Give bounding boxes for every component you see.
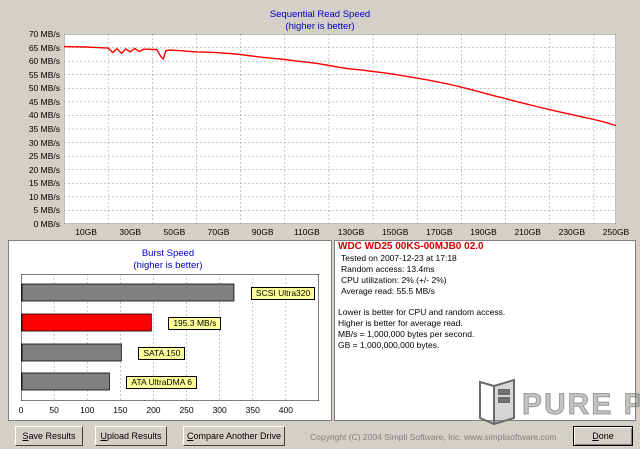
sequential-x-tick-label: 110GB bbox=[293, 227, 320, 237]
burst-bar-label: ATA UltraDMA 6 bbox=[126, 376, 198, 389]
sequential-y-tick-label: 40 MB/s bbox=[28, 110, 60, 121]
done-label: one bbox=[598, 431, 614, 441]
sequential-x-tick-label: 250GB bbox=[602, 227, 630, 237]
sequential-x-tick-label: 150GB bbox=[381, 227, 409, 237]
sequential-y-tick-label: 15 MB/s bbox=[28, 178, 60, 189]
sequential-x-tick-label: 90GB bbox=[251, 227, 274, 237]
sequential-x-tick-label: 210GB bbox=[514, 227, 541, 237]
burst-chart-title-text: Burst Speed bbox=[141, 248, 195, 259]
note-mbps-definition: MB/s = 1,000,000 bytes per second. bbox=[338, 329, 475, 339]
save-results-button[interactable]: Save Results bbox=[15, 426, 83, 446]
copyright-text: Copyright (C) 2004 Simpli Software, Inc.… bbox=[310, 432, 557, 442]
burst-chart-subtitle: (higher is better) bbox=[133, 260, 203, 271]
burst-x-tick-label: 300 bbox=[212, 405, 227, 415]
cpu-utilization: CPU utilization: 2% (+/- 2%) bbox=[341, 275, 447, 285]
compare-label: ompare Another Drive bbox=[193, 431, 282, 441]
burst-chart-title: Burst Speed (higher is better) bbox=[18, 248, 318, 272]
sequential-chart-title: Sequential Read Speed (higher is better) bbox=[0, 9, 640, 33]
burst-x-tick-label: 350 bbox=[245, 405, 260, 415]
sequential-read-series-line bbox=[64, 45, 616, 127]
burst-bar bbox=[21, 313, 152, 332]
sequential-y-tick-label: 20 MB/s bbox=[28, 164, 60, 175]
tested-on: Tested on 2007-12-23 at 17:18 bbox=[341, 253, 457, 263]
burst-bar-label: 195.3 MB/s bbox=[168, 317, 222, 330]
compare-another-drive-button[interactable]: Compare Another Drive bbox=[183, 426, 285, 446]
watermark-text: PURE PC bbox=[522, 388, 640, 421]
sequential-y-tick-label: 65 MB/s bbox=[28, 42, 60, 53]
burst-bar-label: SATA 150 bbox=[138, 347, 186, 360]
burst-bar bbox=[21, 343, 122, 362]
sequential-x-tick-label: 190GB bbox=[470, 227, 497, 237]
save-results-label: ave Results bbox=[28, 431, 76, 441]
sequential-read-chart bbox=[64, 34, 616, 224]
sequential-x-tick-label: 30GB bbox=[119, 227, 142, 237]
burst-x-tick-label: 0 bbox=[18, 405, 24, 415]
upload-results-button[interactable]: Upload Results bbox=[95, 426, 167, 446]
sequential-chart-subtitle: (higher is better) bbox=[285, 21, 355, 32]
sequential-y-tick-label: 55 MB/s bbox=[28, 69, 60, 80]
sequential-y-tick-label: 60 MB/s bbox=[28, 56, 60, 67]
sequential-y-tick-label: 45 MB/s bbox=[28, 96, 60, 107]
burst-bar bbox=[21, 372, 110, 391]
sequential-y-tick-label: 25 MB/s bbox=[28, 151, 60, 162]
done-button[interactable]: Done bbox=[573, 426, 633, 446]
sequential-chart-title-text: Sequential Read Speed bbox=[269, 9, 371, 20]
sequential-x-tick-label: 70GB bbox=[207, 227, 230, 237]
burst-x-tick-label: 100 bbox=[80, 405, 95, 415]
sequential-y-tick-label: 10 MB/s bbox=[28, 191, 60, 202]
sequential-y-tick-label: 50 MB/s bbox=[28, 83, 60, 94]
sequential-y-tick-label: 70 MB/s bbox=[28, 29, 60, 39]
burst-x-tick-label: 50 bbox=[49, 405, 59, 415]
note-gb-definition: GB = 1,000,000,000 bytes. bbox=[338, 340, 440, 350]
burst-x-tick-label: 200 bbox=[146, 405, 161, 415]
note-lower-better: Lower is better for CPU and random acces… bbox=[338, 307, 506, 317]
upload-results-accelerator: U bbox=[100, 431, 107, 441]
sequential-y-tick-label: 30 MB/s bbox=[28, 137, 60, 148]
sequential-y-tick-label: 0 MB/s bbox=[33, 219, 60, 229]
burst-bar-label: SCSI Ultra320 bbox=[250, 287, 316, 300]
save-results-accelerator: S bbox=[22, 431, 29, 441]
burst-x-tick-label: 400 bbox=[278, 405, 293, 415]
drive-name: WDC WD25 00KS-00MJB0 02.0 bbox=[338, 241, 484, 252]
burst-bar bbox=[21, 283, 235, 302]
sequential-y-tick-label: 35 MB/s bbox=[28, 124, 60, 134]
done-accelerator: D bbox=[592, 431, 599, 441]
upload-results-label: pload Results bbox=[106, 431, 162, 441]
sequential-x-tick-label: 10GB bbox=[75, 227, 97, 237]
average-read: Average read: 55.5 MB/s bbox=[341, 286, 435, 296]
random-access: Random access: 13.4ms bbox=[341, 264, 435, 274]
pure-pc-watermark: PURE PC bbox=[479, 378, 640, 426]
sequential-x-tick-label: 170GB bbox=[426, 227, 453, 237]
sequential-grid bbox=[64, 34, 616, 224]
compare-accelerator: C bbox=[186, 431, 194, 441]
burst-x-tick-label: 250 bbox=[179, 405, 194, 415]
sequential-x-tick-label: 50GB bbox=[163, 227, 186, 237]
pc-case-logo-icon bbox=[479, 378, 515, 426]
note-higher-better: Higher is better for average read. bbox=[338, 318, 463, 328]
sequential-y-tick-label: 5 MB/s bbox=[33, 205, 60, 216]
sequential-x-tick-label: 230GB bbox=[558, 227, 586, 237]
sequential-x-tick-label: 130GB bbox=[337, 227, 365, 237]
burst-x-tick-label: 150 bbox=[113, 405, 128, 415]
